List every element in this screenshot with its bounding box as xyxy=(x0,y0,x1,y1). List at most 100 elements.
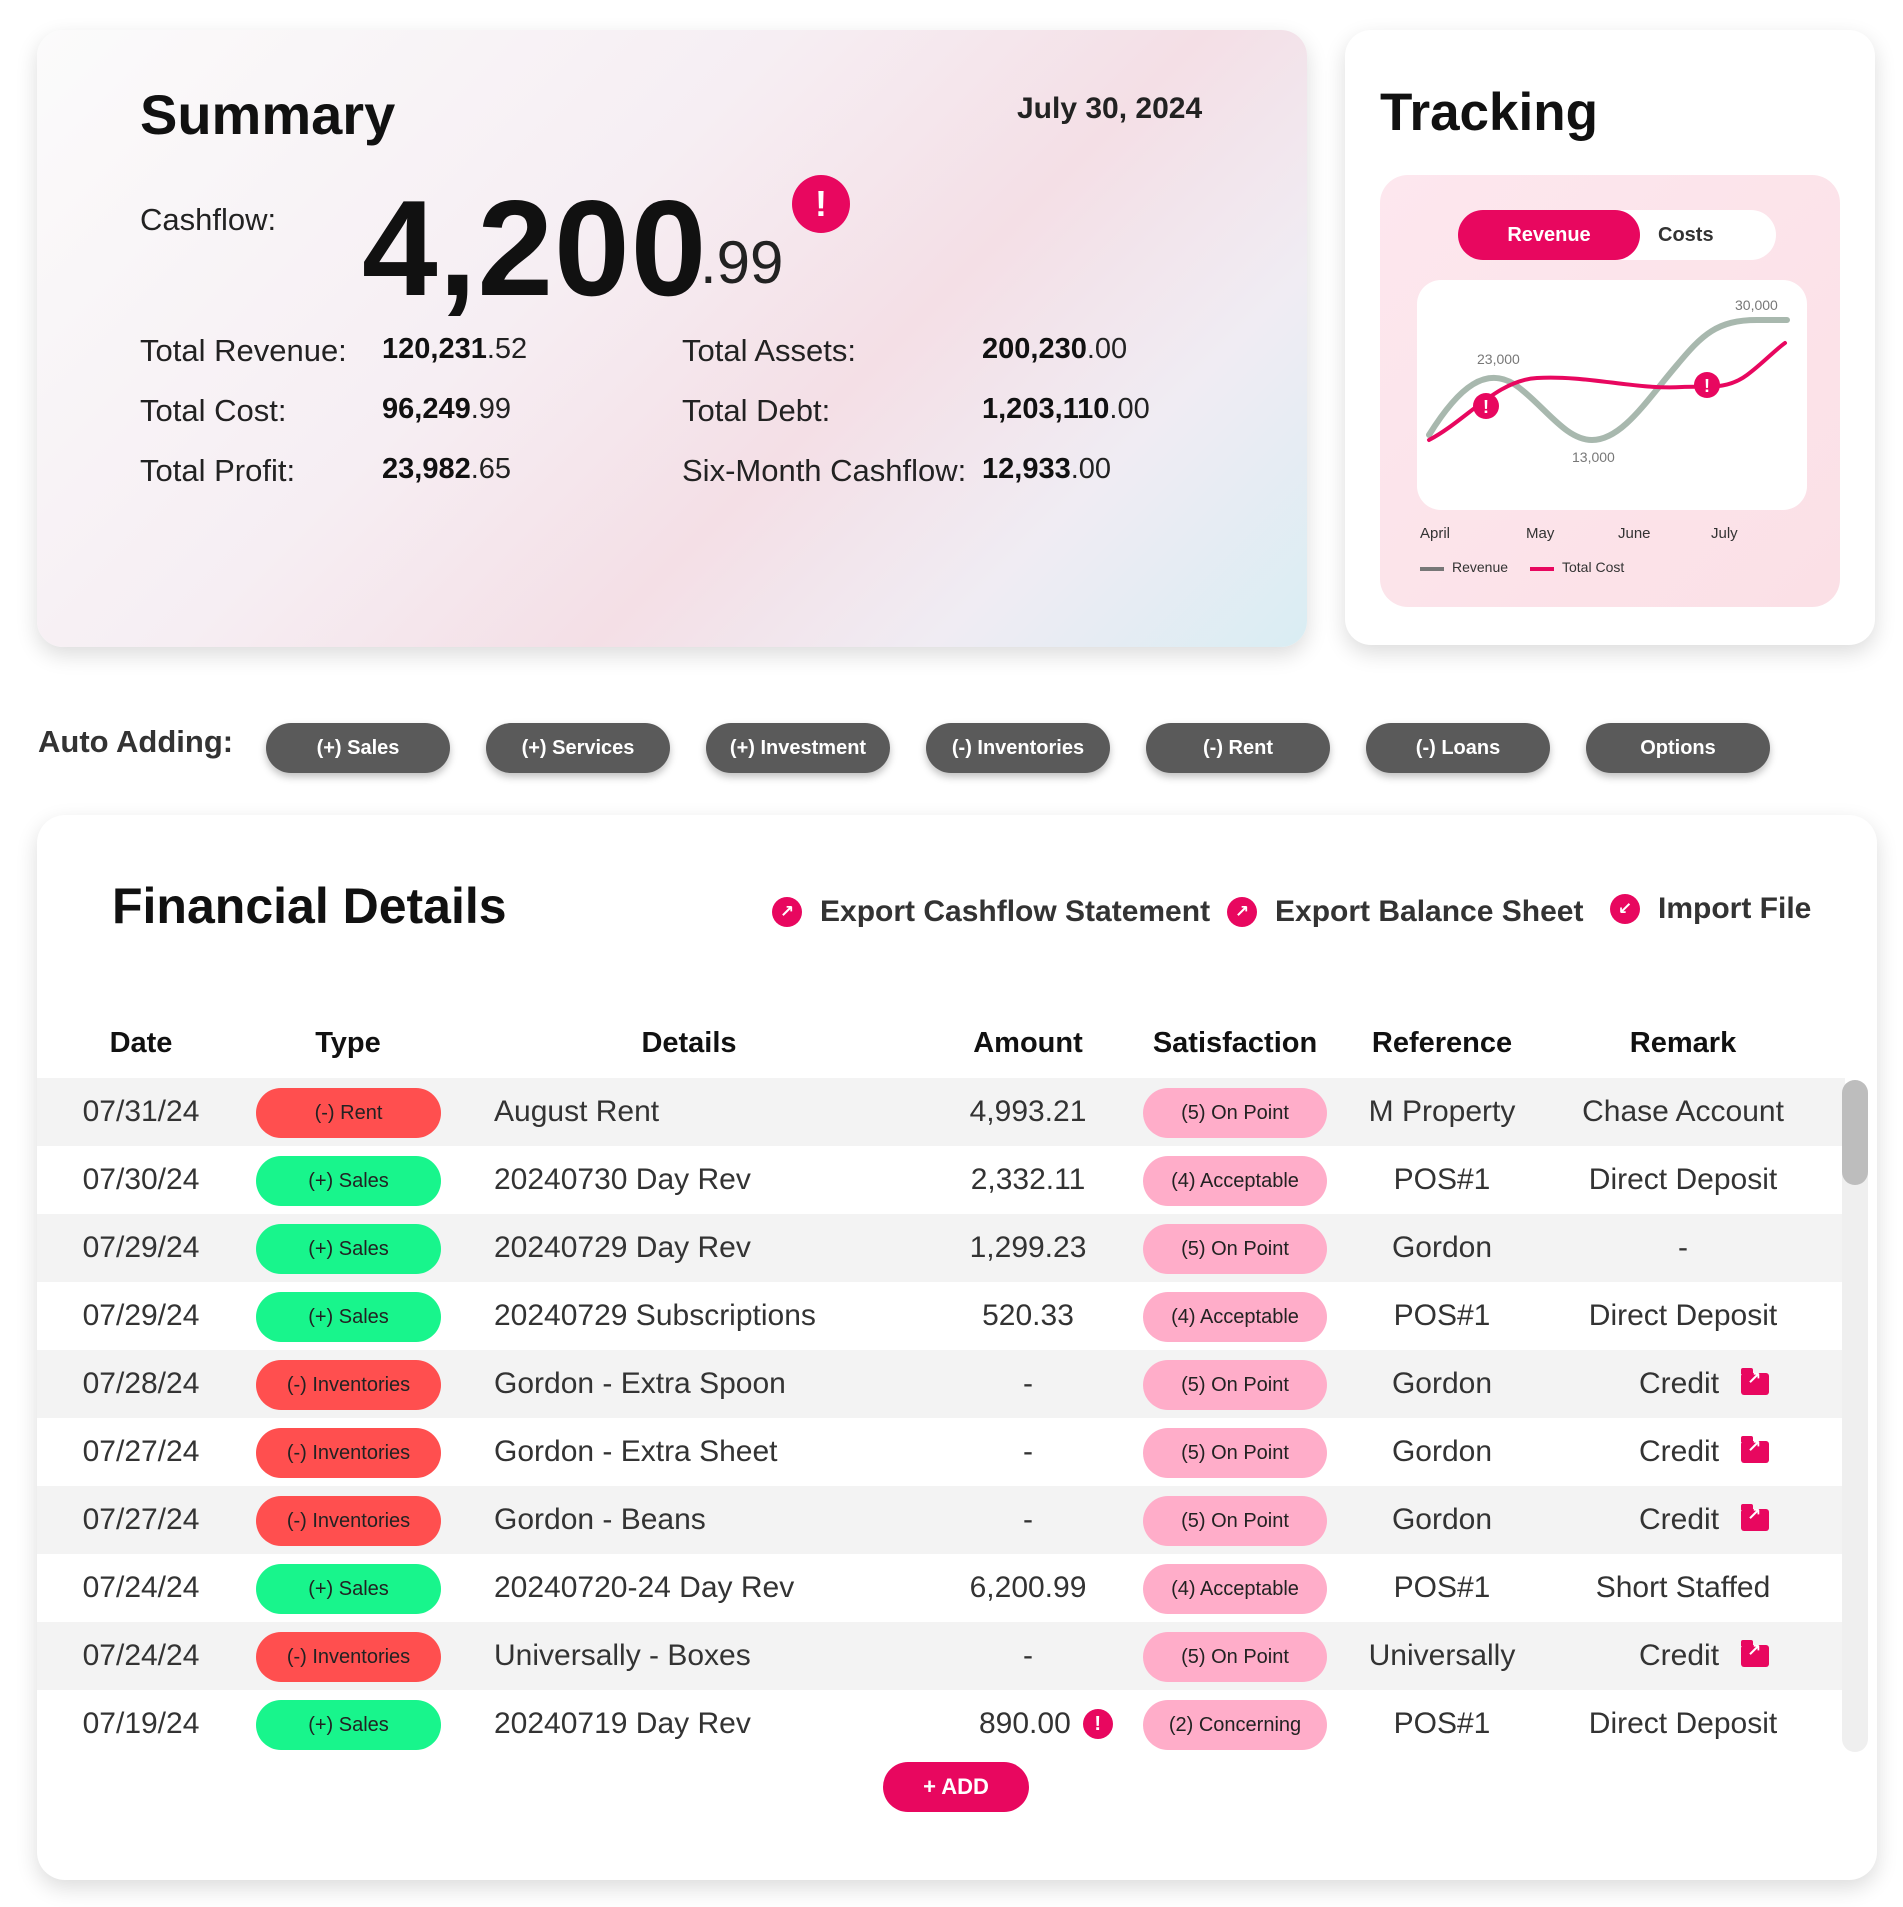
table-row[interactable]: 07/19/24 (+) Sales 20240719 Day Rev 890.… xyxy=(37,1690,1845,1758)
six-month-cashflow-label: Six-Month Cashflow: xyxy=(682,453,967,488)
satisfaction-badge[interactable]: (5) On Point xyxy=(1143,1224,1327,1274)
type-badge[interactable]: (+) Sales xyxy=(256,1564,441,1614)
column-header-reference[interactable]: Reference xyxy=(1371,1027,1513,1059)
toggle-costs[interactable]: Costs xyxy=(1658,223,1714,246)
revenue-line xyxy=(1426,317,1790,444)
import-file-button[interactable]: ↙ Import File xyxy=(1610,892,1811,926)
auto-add-inventories-button[interactable]: (-) Inventories xyxy=(926,723,1110,773)
cell-amount: 1,299.23 xyxy=(969,1231,1087,1264)
export-cashflow-statement-button[interactable]: ↗ Export Cashflow Statement xyxy=(772,895,1210,929)
table-row[interactable]: 07/27/24 (-) Inventories Gordon - Beans … xyxy=(37,1486,1845,1554)
arrow-up-right-icon: ↗ xyxy=(772,897,802,927)
auto-add-investment-button[interactable]: (+) Investment xyxy=(706,723,890,773)
satisfaction-badge[interactable]: (2) Concerning xyxy=(1143,1700,1327,1750)
cell-reference: POS#1 xyxy=(1393,1707,1491,1740)
chart-alert-marker-may-glyph: ! xyxy=(1483,397,1489,417)
revenue-costs-toggle[interactable]: Revenue Costs xyxy=(1458,210,1776,260)
satisfaction-badge[interactable]: (5) On Point xyxy=(1143,1632,1327,1682)
export-balance-sheet-button[interactable]: ↗ Export Balance Sheet xyxy=(1227,895,1583,929)
chart-alert-marker-may xyxy=(1473,393,1499,419)
total-assets-label: Total Assets: xyxy=(682,333,857,368)
table-row[interactable]: 07/28/24 (-) Inventories Gordon - Extra … xyxy=(37,1350,1845,1418)
arrow-down-left-icon: ↙ xyxy=(1610,894,1640,924)
column-header-satisfaction[interactable]: Satisfaction xyxy=(1152,1027,1318,1059)
folder-share-icon[interactable] xyxy=(1741,1368,1770,1395)
cell-amount: - xyxy=(1023,1503,1033,1536)
type-badge[interactable]: (-) Inventories xyxy=(256,1496,441,1546)
cell-remark: Chase Account xyxy=(1582,1095,1784,1128)
total-revenue-value: 120,231.52 xyxy=(382,333,528,365)
satisfaction-badge[interactable]: (4) Acceptable xyxy=(1143,1564,1327,1614)
cell-details: Universally - Boxes xyxy=(494,1639,751,1672)
add-entry-button[interactable]: + ADD xyxy=(883,1762,1029,1812)
column-header-type[interactable]: Type xyxy=(315,1027,381,1059)
tracking-card: Tracking Revenue Costs 23,000 13,000 30,… xyxy=(1345,30,1875,645)
table-row[interactable]: 07/31/24 (-) Rent August Rent 4,993.21 (… xyxy=(37,1078,1845,1146)
tracking-chart-container: Revenue Costs 23,000 13,000 30,000 ! ! A… xyxy=(1380,175,1840,607)
table-row[interactable]: 07/24/24 (-) Inventories Universally - B… xyxy=(37,1622,1845,1690)
total-debt-value: 1,203,110.00 xyxy=(982,393,1150,425)
type-badge[interactable]: (+) Sales xyxy=(256,1292,441,1342)
type-badge[interactable]: (-) Inventories xyxy=(256,1428,441,1478)
import-file-label: Import File xyxy=(1658,892,1812,925)
legend-revenue-swatch xyxy=(1420,567,1444,571)
cell-date: 07/27/24 xyxy=(82,1435,200,1468)
satisfaction-badge[interactable]: (5) On Point xyxy=(1143,1428,1327,1478)
scrollbar-thumb[interactable] xyxy=(1842,1080,1868,1185)
type-badge[interactable]: (-) Inventories xyxy=(256,1632,441,1682)
satisfaction-badge[interactable]: (4) Acceptable xyxy=(1143,1156,1327,1206)
column-header-details[interactable]: Details xyxy=(641,1027,737,1059)
cashflow-value: 4,200 xyxy=(362,172,708,324)
table-row[interactable]: 07/29/24 (+) Sales 20240729 Day Rev 1,29… xyxy=(37,1214,1845,1282)
folder-share-icon[interactable] xyxy=(1741,1640,1770,1667)
cell-reference: POS#1 xyxy=(1393,1163,1491,1196)
satisfaction-badge[interactable]: (5) On Point xyxy=(1143,1496,1327,1546)
table-row[interactable]: 07/29/24 (+) Sales 20240729 Subscription… xyxy=(37,1282,1845,1350)
annotation-30000: 30,000 xyxy=(1735,297,1778,313)
table-row[interactable]: 07/30/24 (+) Sales 20240730 Day Rev 2,33… xyxy=(37,1146,1845,1214)
financial-details-title: Financial Details xyxy=(112,878,507,934)
cell-remark: Direct Deposit xyxy=(1588,1707,1778,1740)
type-badge[interactable]: (+) Sales xyxy=(256,1224,441,1274)
folder-share-icon[interactable] xyxy=(1741,1504,1770,1531)
type-badge[interactable]: (+) Sales xyxy=(256,1156,441,1206)
annotation-13000: 13,000 xyxy=(1572,449,1615,465)
cell-details: Gordon - Extra Sheet xyxy=(494,1435,778,1468)
cell-reference: Universally xyxy=(1368,1639,1516,1672)
column-header-remark[interactable]: Remark xyxy=(1629,1027,1737,1059)
table-row[interactable]: 07/27/24 (-) Inventories Gordon - Extra … xyxy=(37,1418,1845,1486)
legend-total-cost-label: Total Cost xyxy=(1562,559,1625,575)
auto-add-loans-button[interactable]: (-) Loans xyxy=(1366,723,1550,773)
satisfaction-badge[interactable]: (4) Acceptable xyxy=(1143,1292,1327,1342)
summary-date: July 30, 2024 xyxy=(1017,92,1203,125)
chart-alert-marker-july-glyph: ! xyxy=(1704,376,1710,396)
cell-remark: Direct Deposit xyxy=(1588,1163,1778,1196)
column-header-date[interactable]: Date xyxy=(109,1027,173,1059)
satisfaction-badge[interactable]: (5) On Point xyxy=(1143,1088,1327,1138)
total-cost-label: Total Cost: xyxy=(140,393,287,428)
cell-date: 07/29/24 xyxy=(82,1231,200,1264)
cell-date: 07/31/24 xyxy=(82,1095,200,1128)
auto-add-services-button[interactable]: (+) Services xyxy=(486,723,670,773)
auto-add-sales-button[interactable]: (+) Sales xyxy=(266,723,450,773)
satisfaction-badge[interactable]: (5) On Point xyxy=(1143,1360,1327,1410)
type-badge[interactable]: (-) Rent xyxy=(256,1088,441,1138)
folder-share-icon[interactable] xyxy=(1741,1436,1770,1463)
cell-details: 20240729 Day Rev xyxy=(494,1231,751,1264)
cashflow-alert-icon[interactable]: ! xyxy=(792,175,850,233)
cell-date: 07/28/24 xyxy=(82,1367,200,1400)
toggle-revenue[interactable]: Revenue xyxy=(1458,210,1640,260)
cell-amount: 4,993.21 xyxy=(969,1095,1087,1128)
summary-card: Summary July 30, 2024 Cashflow: 4,200 .9… xyxy=(37,30,1307,647)
cell-reference: Gordon xyxy=(1391,1367,1493,1400)
column-header-amount[interactable]: Amount xyxy=(973,1027,1083,1059)
type-badge[interactable]: (+) Sales xyxy=(256,1700,441,1750)
total-profit-value: 23,982.65 xyxy=(382,453,512,485)
auto-add-rent-button[interactable]: (-) Rent xyxy=(1146,723,1330,773)
table-scrollbar[interactable] xyxy=(1842,1080,1868,1752)
cell-remark: Credit xyxy=(1639,1350,1770,1418)
table-row[interactable]: 07/24/24 (+) Sales 20240720-24 Day Rev 6… xyxy=(37,1554,1845,1622)
type-badge[interactable]: (-) Inventories xyxy=(256,1360,441,1410)
exclamation-icon[interactable]: ! xyxy=(1082,1709,1113,1739)
auto-add-options-button[interactable]: Options xyxy=(1586,723,1770,773)
